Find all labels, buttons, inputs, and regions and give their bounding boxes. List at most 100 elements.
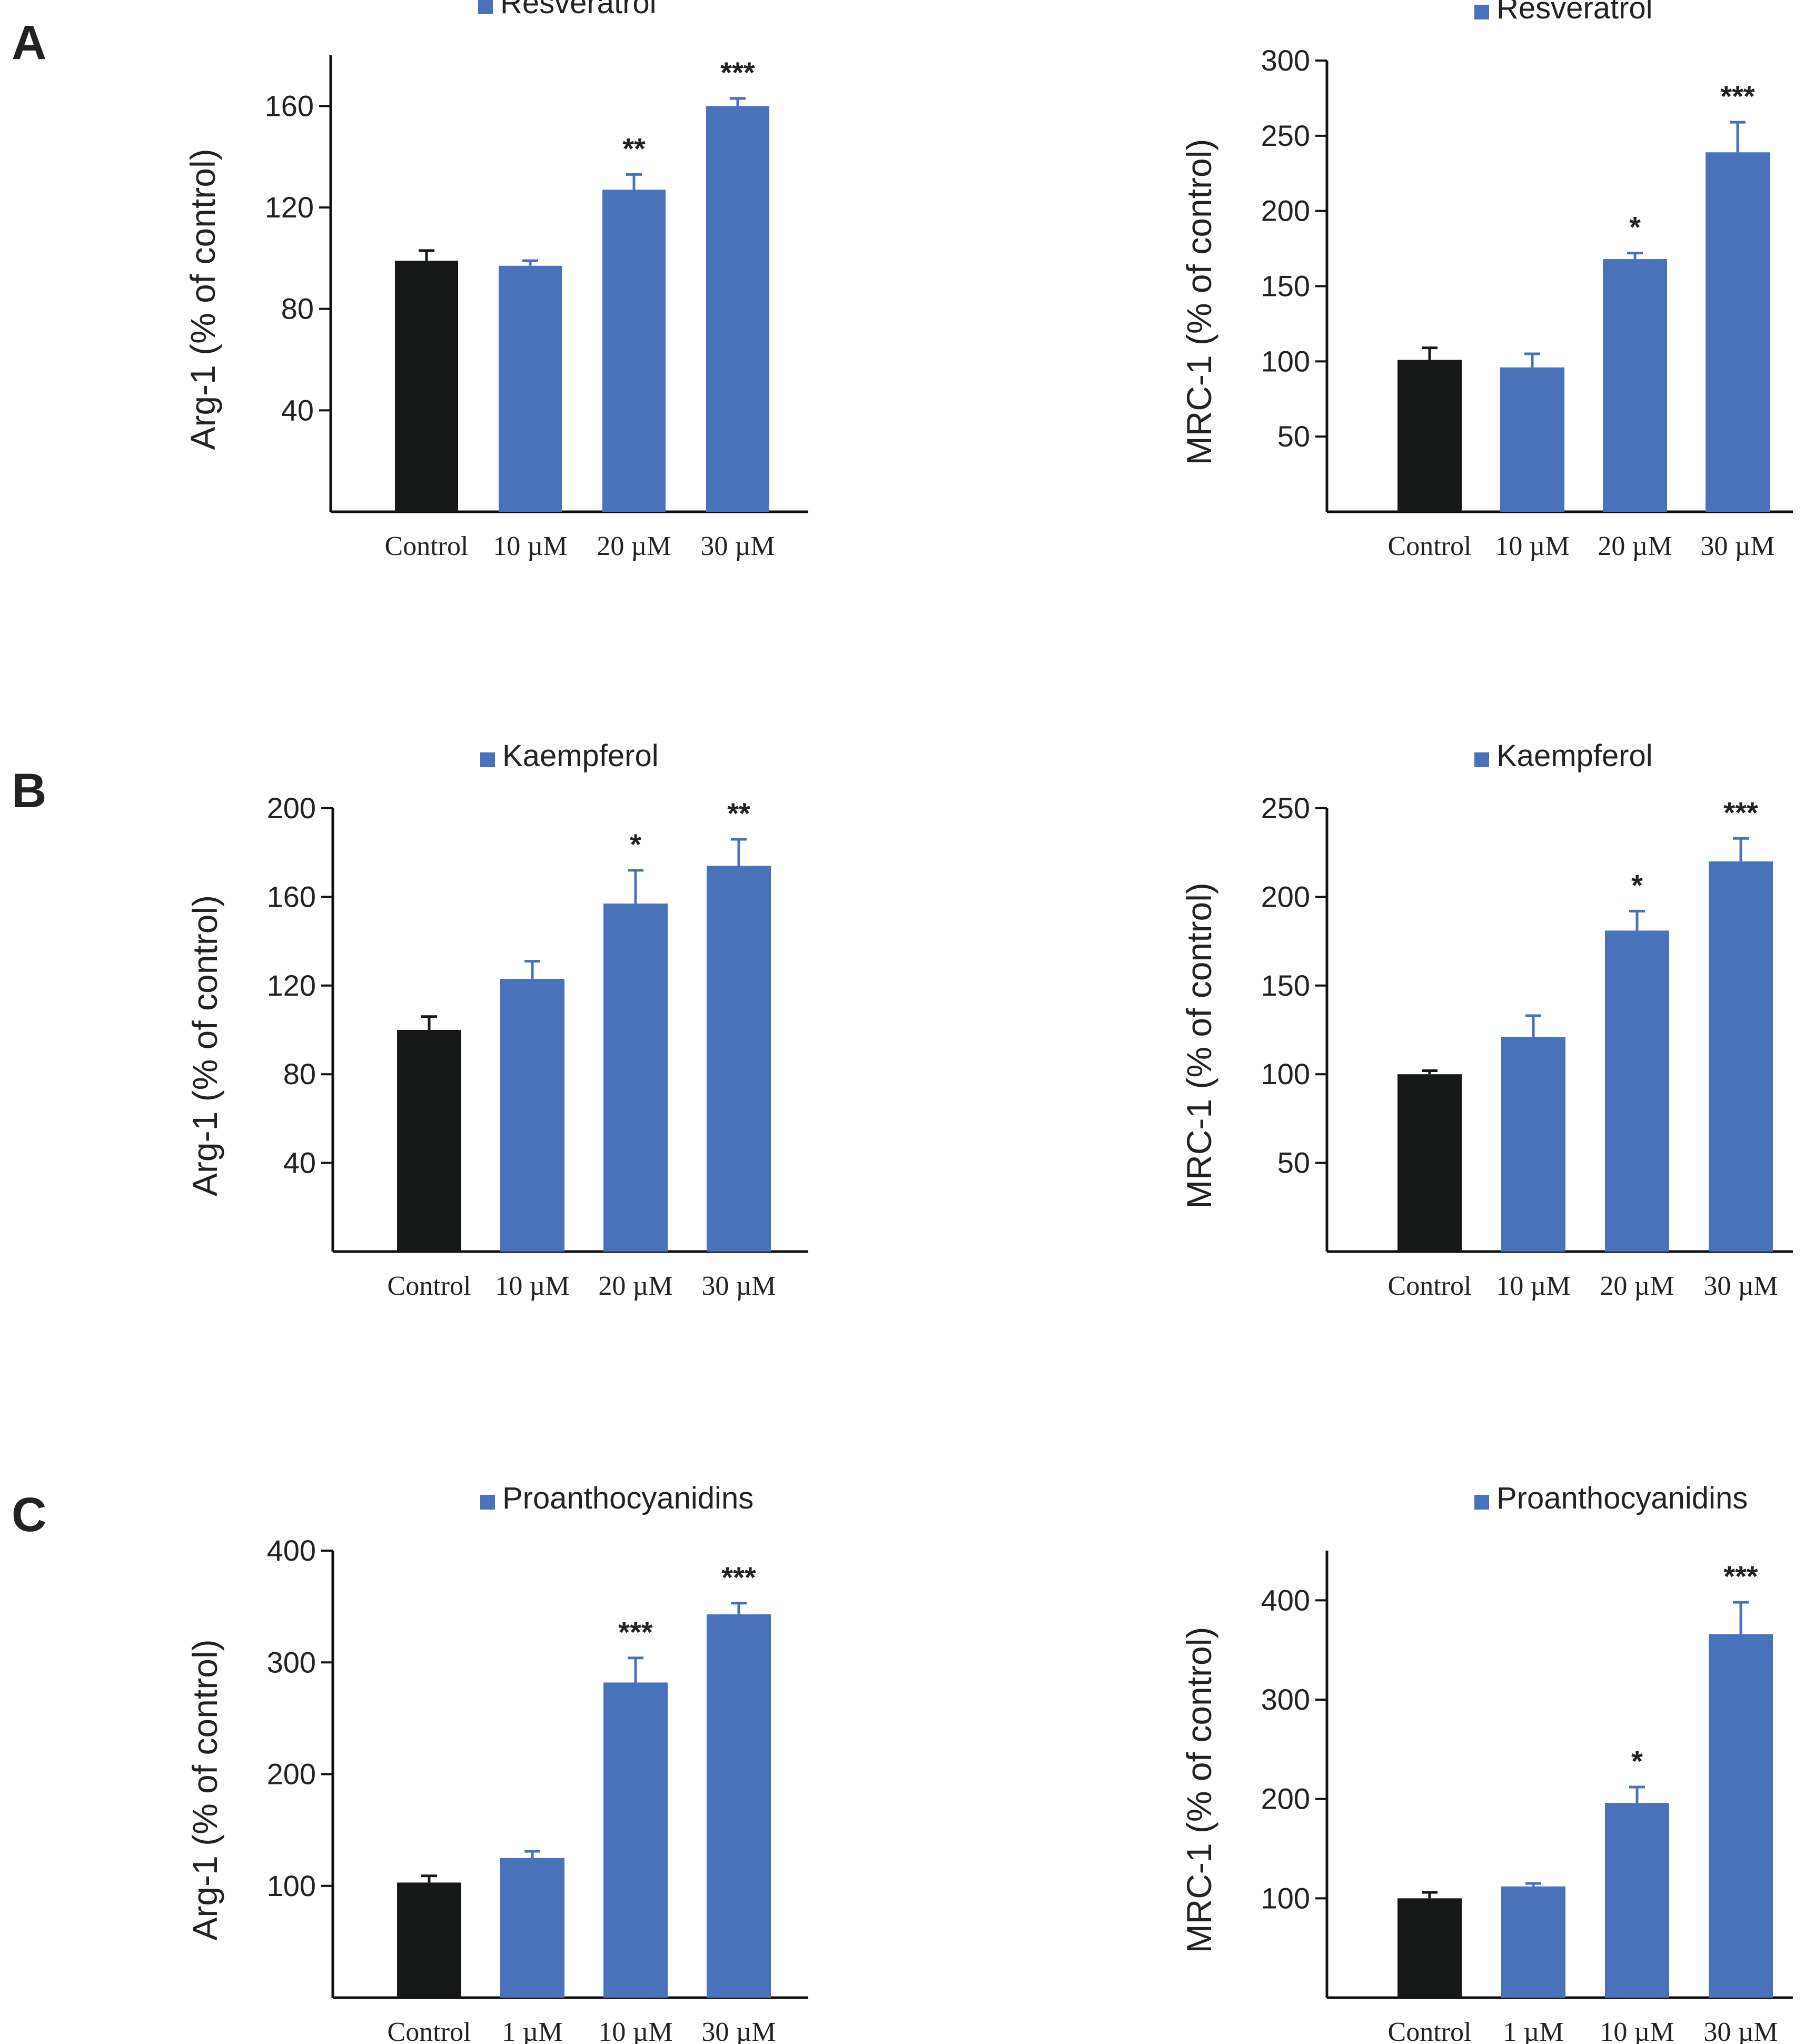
chart-4-bar-2	[1501, 1037, 1565, 1252]
chart-4-category-label-1: Control	[1388, 1271, 1472, 1301]
chart-2-bar-3	[1603, 259, 1667, 512]
chart-3-significance-3: *	[630, 828, 641, 861]
chart-6-legend-swatch	[1474, 1495, 1489, 1510]
chart-3-y-tick-label: 160	[267, 880, 316, 913]
chart-6-category-label-2: 1 µM	[1503, 2017, 1563, 2044]
chart-6-significance-4: ***	[1723, 1560, 1758, 1593]
panel-letter-b: B	[12, 764, 46, 818]
chart-2-significance-3: *	[1629, 211, 1641, 244]
chart-3-bar-3	[603, 904, 668, 1252]
chart-1-y-tick-label: 120	[265, 191, 314, 224]
chart-4-significance-3: *	[1631, 868, 1643, 901]
chart-3-category-label-1: Control	[388, 1271, 471, 1301]
chart-1-category-label-4: 30 µM	[700, 531, 775, 561]
chart-1-bar-2	[499, 265, 562, 512]
chart-4-legend-swatch	[1474, 752, 1489, 767]
chart-6-y-axis-label: MRC-1 (% of control)	[1179, 1627, 1218, 1953]
chart-5-category-label-4: 30 µM	[701, 2017, 776, 2044]
chart-4-bar-3	[1605, 930, 1669, 1252]
chart-6-category-label-3: 10 µM	[1600, 2017, 1674, 2044]
chart-4-significance-4: ***	[1723, 796, 1758, 829]
chart-6-bar-3	[1605, 1803, 1669, 1998]
chart-1-category-label-3: 20 µM	[597, 531, 671, 561]
chart-1-y-tick-label: 160	[265, 89, 314, 122]
chart-3-legend-swatch	[480, 752, 495, 767]
chart-2-y-tick-label: 100	[1261, 344, 1310, 378]
chart-3-bar-4	[707, 866, 771, 1252]
chart-5-bar-1	[397, 1882, 461, 1998]
chart-5-category-label-3: 10 µM	[598, 2017, 672, 2044]
chart-2-y-tick-label: 200	[1261, 194, 1310, 227]
chart-3-category-label-2: 10 µM	[495, 1271, 569, 1301]
chart-1-bar-4	[706, 106, 769, 512]
chart-5-significance-3: ***	[618, 1615, 653, 1649]
chart-1-bar-3	[602, 190, 666, 512]
chart-3-category-label-3: 20 µM	[598, 1271, 672, 1301]
chart-3-bar-1	[397, 1030, 461, 1252]
chart-2-legend-swatch	[1474, 5, 1489, 19]
chart-5-category-label-2: 1 µM	[502, 2017, 562, 2044]
chart-3-y-tick-label: 80	[283, 1057, 316, 1090]
chart-4-bar-1	[1397, 1074, 1462, 1252]
chart-3-category-label-4: 30 µM	[701, 1271, 776, 1301]
chart-4-y-axis-label: MRC-1 (% of control)	[1179, 882, 1218, 1209]
chart-1-bar-1	[395, 261, 458, 512]
chart-5-legend-swatch	[480, 1495, 495, 1510]
chart-1-y-axis-label: Arg-1 (% of control)	[183, 148, 222, 450]
chart-6-y-tick-label: 400	[1261, 1583, 1310, 1616]
chart-6-y-tick-label: 300	[1261, 1683, 1310, 1716]
chart-4-category-label-4: 30 µM	[1703, 1271, 1778, 1301]
chart-1-y-tick-label: 40	[281, 393, 314, 426]
chart-2-y-tick-label: 50	[1277, 420, 1310, 453]
chart-5-y-axis-label: Arg-1 (% of control)	[185, 1639, 224, 1940]
chart-4-y-tick-label: 100	[1261, 1057, 1310, 1090]
chart-2-category-label-3: 20 µM	[1598, 531, 1672, 561]
chart-6-y-tick-label: 100	[1261, 1881, 1310, 1914]
chart-5-bar-4	[707, 1614, 771, 1998]
chart-2-y-tick-label: 150	[1261, 270, 1310, 303]
chart-2-y-axis-label: MRC-1 (% of control)	[1179, 139, 1218, 465]
chart-1-category-label-2: 10 µM	[493, 531, 567, 561]
chart-1-y-tick-label: 80	[281, 292, 314, 325]
chart-5-y-tick-label: 100	[267, 1869, 316, 1902]
chart-5-bar-2	[500, 1858, 564, 1998]
panel-letter-c: C	[12, 1488, 46, 1542]
chart-5-category-label-1: Control	[388, 2017, 471, 2044]
chart-5-significance-4: ***	[721, 1561, 756, 1594]
chart-2-legend-label: Resveratrol	[1496, 0, 1653, 25]
chart-3-y-tick-label: 120	[267, 969, 316, 1002]
chart-2-bar-1	[1397, 360, 1462, 512]
chart-6-category-label-4: 30 µM	[1703, 2017, 1778, 2044]
panel-letter-a: A	[12, 16, 46, 70]
chart-2-y-tick-label: 300	[1261, 44, 1310, 77]
chart-5-bar-3	[603, 1682, 668, 1998]
chart-1-significance-3: **	[622, 132, 646, 165]
chart-1-category-label-1: Control	[385, 531, 469, 561]
chart-1-legend-swatch	[478, 0, 493, 14]
chart-4-category-label-3: 20 µM	[1600, 1271, 1674, 1301]
chart-4-y-tick-label: 150	[1261, 969, 1310, 1002]
chart-6-significance-3: *	[1631, 1744, 1643, 1778]
chart-5-y-tick-label: 300	[267, 1645, 316, 1679]
chart-2-bar-2	[1500, 367, 1564, 512]
chart-3-legend-label: Kaempferol	[502, 739, 659, 773]
chart-4-y-tick-label: 200	[1261, 880, 1310, 913]
chart-2-y-tick-label: 250	[1261, 119, 1310, 152]
chart-2-category-label-1: Control	[1388, 531, 1472, 561]
chart-2-category-label-2: 10 µM	[1495, 531, 1569, 561]
chart-3-y-tick-label: 40	[283, 1146, 316, 1179]
chart-4-y-tick-label: 250	[1261, 791, 1310, 825]
chart-6-category-label-1: Control	[1388, 2017, 1472, 2044]
chart-2-bar-4	[1706, 152, 1770, 512]
chart-1-significance-4: ***	[720, 56, 755, 89]
chart-5-legend-label: Proanthocyanidins	[502, 1481, 754, 1515]
chart-3-bar-2	[500, 979, 564, 1252]
chart-3-significance-4: **	[727, 797, 750, 830]
chart-6-y-tick-label: 200	[1261, 1782, 1310, 1815]
chart-2-significance-4: ***	[1720, 80, 1755, 113]
chart-4-category-label-2: 10 µM	[1496, 1271, 1570, 1301]
chart-6-bar-1	[1397, 1898, 1462, 1998]
chart-5-y-tick-label: 200	[267, 1758, 316, 1791]
chart-3-y-axis-label: Arg-1 (% of control)	[185, 895, 224, 1196]
